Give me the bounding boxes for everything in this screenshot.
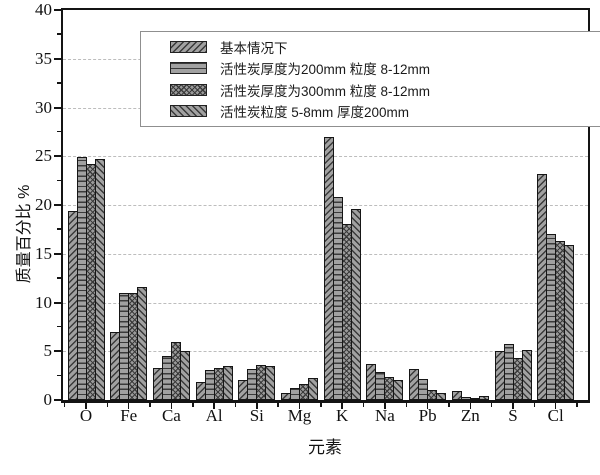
x-tick-mark-Ca bbox=[170, 403, 173, 409]
y-minor-tick-mark bbox=[57, 179, 61, 182]
x-tick-label-S: S bbox=[508, 406, 518, 425]
x-tick-mark-Zn bbox=[469, 403, 472, 409]
legend-item-4: 活性炭粒度 5-8mm 厚度200mm bbox=[170, 101, 600, 121]
y-tick-label-10: 10 bbox=[35, 292, 52, 312]
y-minor-tick-mark bbox=[57, 277, 61, 279]
x-tick-label-Zn: Zn bbox=[460, 406, 480, 425]
x-minor-tick-mark bbox=[533, 403, 536, 407]
legend-swatch-crosshatch bbox=[170, 83, 207, 96]
x-minor-tick-mark bbox=[277, 403, 279, 407]
x-minor-tick-mark bbox=[490, 403, 493, 407]
x-minor-tick-mark bbox=[362, 403, 365, 407]
x-tick-label-Si: Si bbox=[249, 406, 264, 425]
bar-S-series4 bbox=[521, 350, 532, 400]
legend-swatch-diagonal-back bbox=[170, 105, 207, 118]
y-tick-mark bbox=[54, 106, 61, 109]
y-tick-label-25: 25 bbox=[35, 146, 52, 166]
y-tick-mark bbox=[54, 9, 61, 11]
x-minor-tick-mark bbox=[234, 403, 237, 407]
y-tick-label-40: 40 bbox=[35, 0, 52, 19]
x-minor-tick-mark bbox=[192, 403, 194, 407]
bar-Na-series4 bbox=[393, 380, 404, 400]
legend-swatch-horizontal-lines bbox=[170, 62, 207, 75]
legend-label-3: 活性炭厚度为300mm 粒度 8-12mm bbox=[220, 83, 431, 99]
x-tick-mark-Pb bbox=[426, 403, 429, 409]
legend-label-1: 基本情况下 bbox=[220, 40, 288, 56]
x-tick-label-K: K bbox=[336, 406, 349, 425]
y-tick-label-35: 35 bbox=[35, 48, 52, 68]
x-tick-mark-Mg bbox=[298, 403, 301, 409]
plot-area: 基本情况下活性炭厚度为200mm 粒度 8-12mm 活性炭厚度为300mm 粒度… bbox=[61, 8, 600, 403]
x-tick-label-Pb: Pb bbox=[418, 406, 437, 425]
x-tick-label-Cl: Cl bbox=[547, 406, 564, 425]
x-tick-mark-S bbox=[512, 403, 514, 409]
bar-Zn-series4 bbox=[478, 396, 489, 400]
y-tick-mark bbox=[54, 301, 61, 304]
y-minor-tick-mark bbox=[57, 228, 61, 230]
bar-Al-series4 bbox=[222, 366, 233, 400]
bar-Si-series4 bbox=[265, 366, 276, 400]
y-minor-tick-mark bbox=[57, 325, 61, 328]
y-tick-label-0: 0 bbox=[43, 390, 53, 409]
y-tick-mark bbox=[54, 57, 61, 60]
legend-label-4: 活性炭粒度 5-8mm 厚度200mm bbox=[220, 105, 410, 121]
x-tick-label-Ca: Ca bbox=[161, 406, 181, 425]
bar-Pb-series4 bbox=[436, 393, 447, 400]
y-tick-mark bbox=[54, 350, 61, 353]
x-minor-tick-mark bbox=[149, 403, 151, 407]
x-tick-mark-Al bbox=[213, 403, 215, 409]
legend: 基本情况下活性炭厚度为200mm 粒度 8-12mm 活性炭厚度为300mm 粒度… bbox=[140, 31, 600, 127]
x-minor-tick-mark bbox=[576, 403, 578, 407]
y-tick-mark bbox=[54, 155, 61, 158]
y-minor-tick-mark bbox=[57, 374, 61, 377]
x-tick-label-Na: Na bbox=[374, 406, 395, 425]
y-tick-label-5: 5 bbox=[43, 341, 53, 361]
bar-K-series4 bbox=[350, 209, 361, 400]
bar-Ca-series4 bbox=[179, 351, 190, 400]
x-minor-tick-mark bbox=[106, 403, 109, 407]
y-minor-tick-mark bbox=[57, 130, 61, 133]
y-minor-tick-mark bbox=[57, 33, 61, 35]
x-tick-label-Mg: Mg bbox=[287, 406, 312, 425]
x-tick-mark-Cl bbox=[554, 403, 557, 409]
x-tick-mark-Si bbox=[256, 403, 258, 409]
x-minor-tick-mark bbox=[405, 403, 407, 407]
x-tick-mark-Fe bbox=[127, 403, 130, 409]
bar-Fe-series4 bbox=[137, 287, 148, 400]
x-tick-mark-O bbox=[85, 403, 87, 409]
y-tick-label-20: 20 bbox=[35, 195, 52, 214]
y-tick-mark bbox=[54, 204, 61, 206]
legend-item-3: 活性炭厚度为300mm 粒度 8-12mm bbox=[170, 80, 600, 100]
x-tick-mark-Na bbox=[384, 403, 386, 409]
bar-O-series4 bbox=[94, 159, 105, 400]
x-minor-tick-mark bbox=[63, 403, 66, 407]
bar-Pb-series2 bbox=[418, 379, 429, 400]
x-tick-label-Fe: Fe bbox=[120, 406, 138, 425]
legend-label-2: 活性炭厚度为200mm 粒度 8-12mm bbox=[220, 62, 431, 78]
x-minor-tick-mark bbox=[320, 403, 322, 407]
x-tick-mark-K bbox=[341, 403, 343, 409]
y-tick-mark bbox=[54, 252, 61, 255]
bar-Zn-series1 bbox=[451, 391, 462, 400]
x-axis-title: 元素 bbox=[308, 438, 342, 457]
legend-item-1: 基本情况下 bbox=[170, 37, 600, 57]
bar-Mg-series4 bbox=[308, 378, 318, 400]
y-tick-label-30: 30 bbox=[35, 97, 52, 117]
x-tick-label-O: O bbox=[79, 406, 93, 425]
x-tick-label-Al: Al bbox=[205, 406, 223, 425]
y-minor-tick-mark bbox=[57, 82, 61, 84]
x-minor-tick-mark bbox=[448, 403, 450, 407]
legend-swatch-diagonal-forward bbox=[170, 40, 207, 53]
y-tick-mark bbox=[54, 399, 61, 401]
legend-item-2: 活性炭厚度为200mm 粒度 8-12mm bbox=[170, 58, 600, 78]
bar-Cl-series4 bbox=[564, 245, 575, 400]
y-tick-label-15: 15 bbox=[35, 243, 52, 263]
